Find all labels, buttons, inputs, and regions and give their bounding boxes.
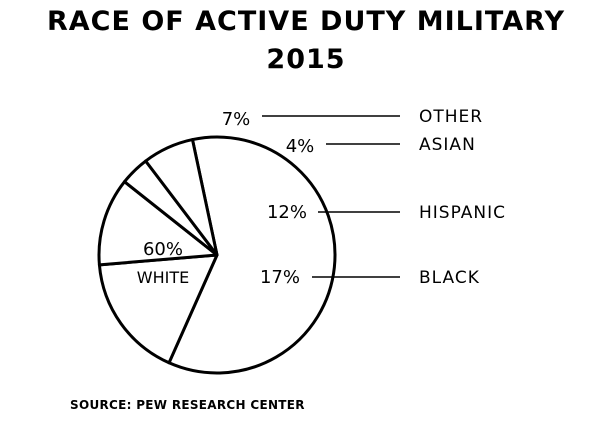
pie-slice-black <box>97 253 219 365</box>
value-label-hispanic: 12% <box>267 202 307 223</box>
pie-slice-hispanic <box>97 180 219 267</box>
chart-title: RACE OF ACTIVE DUTY MILITARY <box>46 6 565 37</box>
source-note: SOURCE: PEW RESEARCH CENTER <box>70 398 305 412</box>
category-label-white: WHITE <box>137 268 189 287</box>
category-label-other: OTHER <box>419 107 483 127</box>
value-label-asian: 4% <box>286 136 315 157</box>
pie-slice-white <box>167 135 337 375</box>
value-label-black: 17% <box>260 267 300 288</box>
value-label-other: 7% <box>222 109 251 130</box>
value-label-white: 60% <box>143 239 183 260</box>
category-label-asian: ASIAN <box>419 135 476 155</box>
category-label-hispanic: HISPANIC <box>419 203 506 223</box>
category-label-black: BLACK <box>419 268 480 288</box>
chart-subtitle: 2015 <box>266 44 346 75</box>
pie-slice-other <box>144 138 219 257</box>
